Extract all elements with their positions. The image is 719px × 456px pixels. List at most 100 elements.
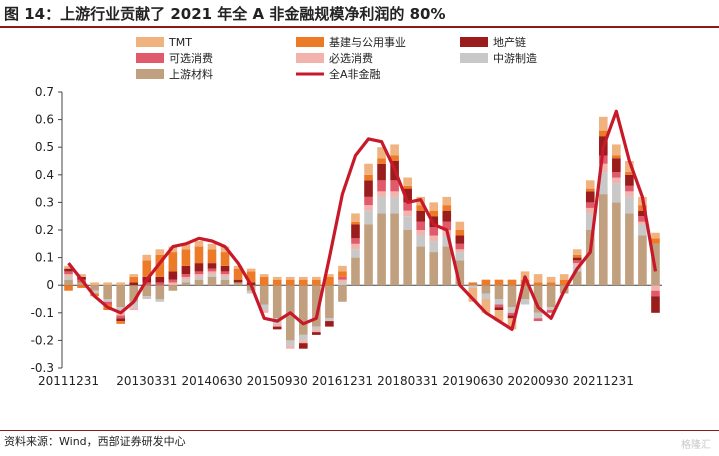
bar-segment xyxy=(442,246,452,286)
bar-segment xyxy=(455,235,465,244)
bar-segment xyxy=(455,230,465,236)
bar-segment xyxy=(416,230,425,236)
y-tick-label: 0.3 xyxy=(35,195,54,209)
tick-labels: -0.3 -0.2 -0.1 0 0.1 0.2 0.3 0.4 0.5 0.6 0.7 201112… xyxy=(31,85,634,388)
bar-segment xyxy=(181,282,191,286)
bar-segment xyxy=(455,249,465,253)
bar-segment xyxy=(168,285,178,291)
bar-segment xyxy=(533,285,543,313)
bar-segment xyxy=(338,285,347,302)
bar-segment xyxy=(116,315,125,319)
bar-segment xyxy=(494,299,504,305)
bar-segment xyxy=(533,274,543,283)
bar-segment xyxy=(455,260,465,286)
bar-segment xyxy=(259,310,269,313)
bar-segment xyxy=(129,285,139,302)
bar-segment xyxy=(299,334,308,341)
bar-segment xyxy=(429,235,439,242)
bar-segment xyxy=(77,274,86,277)
bar-segment xyxy=(546,276,556,283)
bar-segment xyxy=(572,260,582,264)
bar-segment xyxy=(194,271,204,275)
bar-segment xyxy=(612,202,621,286)
bar-segment xyxy=(651,232,660,239)
bar-segment xyxy=(220,279,230,286)
title-divider xyxy=(0,26,719,28)
y-tick-label: 0.7 xyxy=(35,85,54,99)
legend-label: 全A非金融 xyxy=(329,67,381,81)
bar-segment xyxy=(572,254,582,258)
bar-segment xyxy=(377,163,386,181)
y-tick-label: 0.6 xyxy=(35,113,54,127)
bar-segment xyxy=(364,210,373,225)
y-tick-label: -0.2 xyxy=(31,333,54,347)
bar-segment xyxy=(638,205,647,211)
bar-segment xyxy=(338,265,347,272)
bar-segment xyxy=(207,243,217,250)
bar-segment xyxy=(546,307,556,311)
bar-segment xyxy=(403,216,412,230)
bar-segment xyxy=(364,205,373,211)
bar-segment xyxy=(116,307,125,313)
y-tick-label: 0.4 xyxy=(35,168,54,182)
bar-segment xyxy=(299,279,308,286)
bar-segment xyxy=(429,241,439,253)
bar-segment xyxy=(377,191,386,197)
bar-segment xyxy=(351,257,360,286)
bar-segment xyxy=(585,230,595,286)
bar-segment xyxy=(364,174,373,181)
bar-segment xyxy=(312,276,321,280)
bar-segment xyxy=(481,293,491,299)
bar-segment xyxy=(390,144,399,156)
bar-segment xyxy=(142,254,152,261)
bar-segment xyxy=(64,276,73,280)
bar-segment xyxy=(533,312,543,319)
bar-segment xyxy=(220,252,230,266)
legend-swatch xyxy=(136,37,164,47)
bar-segment xyxy=(285,276,295,280)
legend-item: 地产链 xyxy=(460,35,526,49)
source-note: 资料来源：Wind，西部证券研发中心 xyxy=(4,435,186,448)
bar-segment xyxy=(168,271,178,280)
legend-swatch xyxy=(136,69,164,79)
bar-segment xyxy=(572,249,582,255)
bar-segment xyxy=(612,144,621,156)
bar-segment xyxy=(181,265,191,275)
bar-segment xyxy=(585,191,595,203)
bar-segment xyxy=(90,290,99,294)
bar-segment xyxy=(651,285,660,291)
bar-segment xyxy=(246,290,256,294)
bar-segment xyxy=(129,282,139,286)
x-tick-label: 20190630 xyxy=(442,374,503,388)
legend-label: TMT xyxy=(168,36,192,49)
bar-segment xyxy=(116,318,125,322)
bar-segment xyxy=(468,282,478,286)
y-tick-label: -0.3 xyxy=(31,361,54,375)
bar-segment xyxy=(429,210,439,217)
bar-segment xyxy=(207,249,217,264)
legend-swatch xyxy=(460,53,488,63)
bar-segment xyxy=(246,268,256,272)
bar-segment xyxy=(468,287,478,302)
bar-segment xyxy=(442,205,452,211)
y-tick-label: 0.2 xyxy=(35,223,54,237)
bar-segment xyxy=(181,249,191,266)
bar-segment xyxy=(351,249,360,258)
bar-segment xyxy=(194,279,204,286)
bar-segment xyxy=(325,318,334,322)
x-tick-label: 20200930 xyxy=(508,374,569,388)
bar-segment xyxy=(390,155,399,161)
bar-segment xyxy=(455,221,465,230)
bar-segment xyxy=(272,326,282,330)
x-tick-label: 20111231 xyxy=(38,374,99,388)
bar-segment xyxy=(494,310,504,322)
bar-segment xyxy=(351,213,360,222)
bar-segment xyxy=(625,191,634,197)
bar-segment xyxy=(299,276,308,280)
bar-segment xyxy=(638,224,647,236)
bar-segment xyxy=(364,224,373,286)
bar-segment xyxy=(403,230,412,286)
bar-segment xyxy=(220,265,230,272)
bar-segment xyxy=(455,252,465,261)
